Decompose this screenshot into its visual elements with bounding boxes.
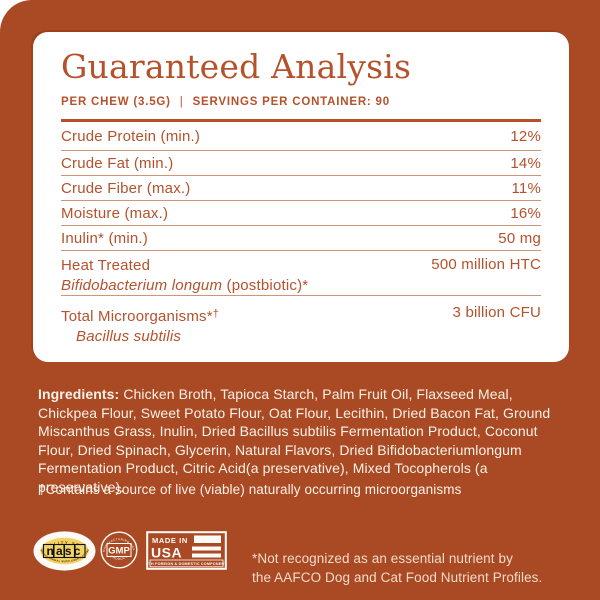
subtitle-separator: | (179, 96, 184, 108)
row-label: Total Microorganisms*† Bacillus subtilis (61, 308, 219, 345)
row-label: Heat Treated Bifidobacterium longum (pos… (61, 257, 309, 294)
table-row-crude-fiber: Crude Fiber (max.) 11% (61, 176, 541, 201)
row-label: Inulin* (min.) (61, 229, 148, 247)
gmp-center-box (106, 543, 132, 557)
row-label: Crude Fat (min.) (61, 154, 174, 172)
row-label: Crude Fiber (max.) (61, 179, 191, 197)
row-label: Moisture (max.) (61, 204, 169, 222)
table-row-heat-treated: Heat Treated Bifidobacterium longum (pos… (61, 251, 541, 296)
gmp-center-text: GMP (108, 546, 130, 557)
dagger-footnote: †Contains a source of live (viable) natu… (38, 481, 462, 497)
table-row-inulin: Inulin* (min.) 50 mg (61, 226, 541, 251)
usa-banner-text: WITH FOREIGN & DOMESTIC COMPONENTS (146, 562, 227, 566)
nasc-letter-tiles: nasc (42, 543, 86, 559)
row-value: 16% (510, 204, 541, 222)
row-value: 11% (511, 179, 541, 197)
servings-per-container-label: SERVINGS PER CONTAINER: 90 (192, 96, 390, 108)
dagger-superscript: † (212, 308, 219, 320)
row-value: 50 mg (498, 229, 541, 247)
panel-title: Guaranteed Analysis (61, 47, 412, 86)
ingredients-heading: Ingredients: (38, 386, 120, 402)
ingredients-list: Chicken Broth, Tapioca Starch, Palm Frui… (38, 386, 551, 495)
usa-banner-box (149, 559, 224, 568)
row-value: 12% (510, 127, 541, 145)
usa-badge-border (146, 531, 227, 570)
per-chew-label: PER CHEW (3.5G) (61, 96, 171, 108)
usa-usa-text: USA (151, 545, 182, 561)
nasc-center-text: nasc (47, 544, 83, 558)
row-value: 3 billion CFU (452, 304, 541, 321)
made-in-usa-badge: MADE IN USA WITH FOREIGN & DOMESTIC COMP… (146, 531, 227, 570)
row-label: Crude Protein (min.) (61, 127, 201, 145)
row-value: 500 million HTC (431, 256, 541, 273)
species-name: Bifidobacterium longum (61, 277, 223, 294)
table-row-moisture: Moisture (max.) 16% (61, 201, 541, 226)
row-value: 14% (510, 154, 541, 172)
ingredients-paragraph: Ingredients: Chicken Broth, Tapioca Star… (38, 385, 570, 496)
species-name: Bacillus subtilis (76, 328, 182, 345)
table-row-total-microorganisms: Total Microorganisms*† Bacillus subtilis… (61, 296, 541, 346)
aafco-footnote: *Not recognized as an essential nutrient… (252, 550, 543, 586)
serving-info: PER CHEW (3.5G) | SERVINGS PER CONTAINER… (61, 95, 541, 109)
usa-made-in-text: MADE IN (152, 536, 188, 545)
table-row-crude-fat: Crude Fat (min.) 14% (61, 151, 541, 176)
gmp-bottom-arc-text: PRODUCT (110, 555, 128, 561)
header-rule (61, 119, 541, 122)
guaranteed-analysis-panel: Guaranteed Analysis PER CHEW (3.5G) | SE… (33, 32, 569, 362)
usa-flag-stripes (192, 535, 221, 558)
gmp-outer-ring (100, 531, 138, 569)
table-row-crude-protein: Crude Protein (min.) 12% (61, 122, 541, 151)
gmp-certification-badge: GOOD MANUFACTURING PRACTICES GMP PRODUCT (100, 531, 138, 569)
nasc-quality-seal-badge: QUALITY SEAL nasc NATIONAL ANIMAL SUPPLE… (33, 531, 96, 571)
